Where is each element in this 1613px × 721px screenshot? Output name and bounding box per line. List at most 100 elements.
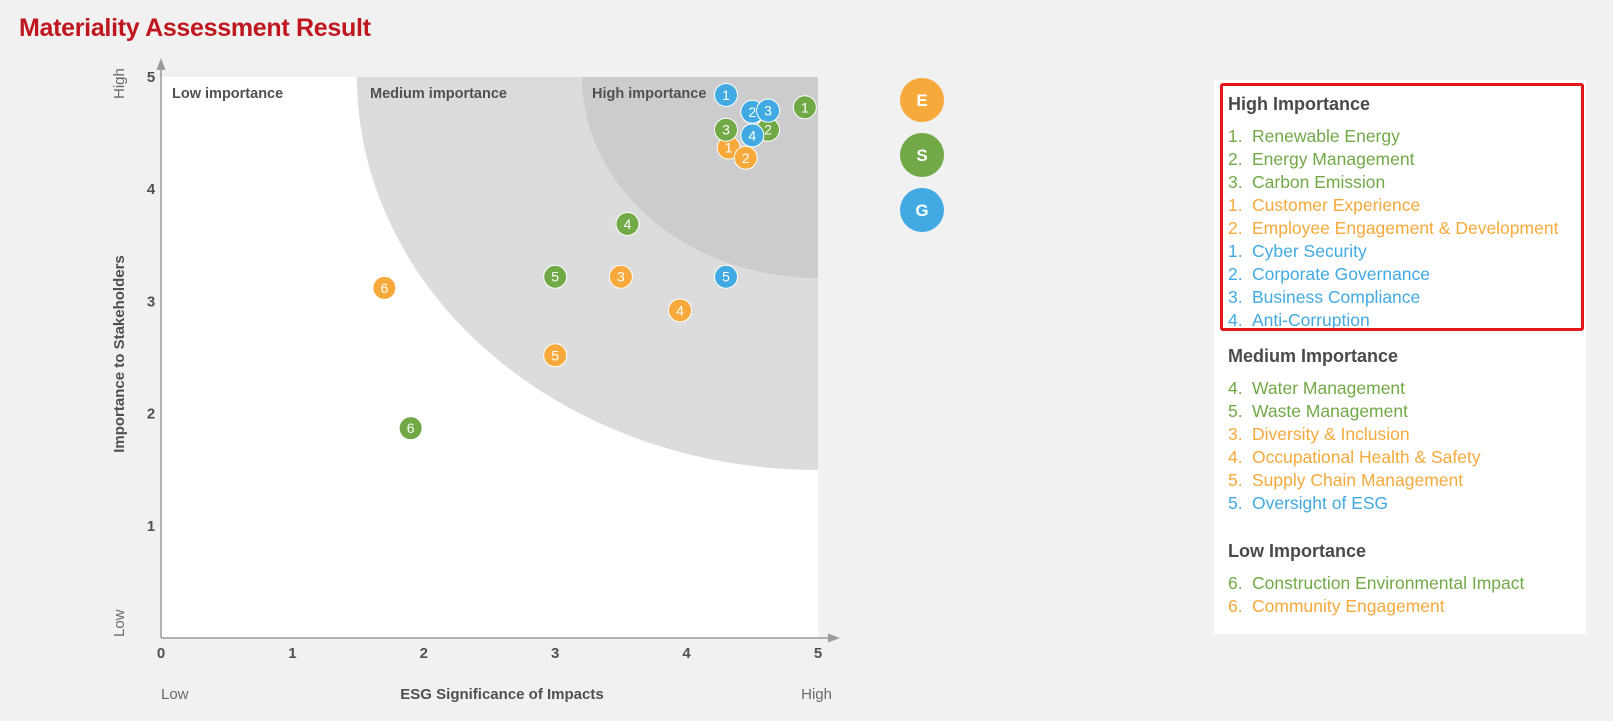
point-label: 5 — [722, 269, 730, 285]
legend-item-number: 6. — [1228, 596, 1243, 616]
legend-item-text: Water Management — [1252, 378, 1406, 398]
legend-item-text: Occupational Health & Safety — [1252, 447, 1481, 467]
y-tick-label: 4 — [147, 181, 156, 198]
legend-item-number: 3. — [1228, 287, 1243, 307]
legend-item-list: 4. Water Management 5. Waste Management 3. Di… — [1228, 377, 1578, 515]
category-key-e — [900, 78, 944, 122]
point-marker — [714, 264, 739, 289]
category-key-label: G — [915, 201, 928, 220]
point-g-4: 4 — [740, 123, 765, 148]
legend-section-high: High Importance 1. Renewable Energy 2. Energ… — [1228, 92, 1578, 332]
legend-item-number: 1. — [1228, 126, 1243, 146]
region-label-high: High importance — [592, 86, 706, 102]
legend-item: 2. Corporate Governance — [1228, 263, 1578, 286]
legend-item-text: Oversight of ESG — [1252, 493, 1389, 513]
y-tick-label: 5 — [147, 69, 155, 86]
point-label: 3 — [722, 122, 730, 138]
point-label: 2 — [748, 104, 756, 120]
point-s-6: 6 — [398, 416, 423, 441]
category-key-s — [900, 133, 944, 177]
legend-item-list: 1. Renewable Energy 2. Energy Management 3. C… — [1228, 125, 1578, 332]
legend-item: 1. Customer Experience — [1228, 194, 1578, 217]
x-axis-title: ESG Significance of Impacts — [400, 686, 603, 703]
point-label: 5 — [551, 269, 559, 285]
legend-item: 4. Water Management — [1228, 377, 1578, 400]
legend-item: 2. Energy Management — [1228, 148, 1578, 171]
legend-item-number: 1. — [1228, 195, 1243, 215]
legend-item: 4. Anti-Corruption — [1228, 309, 1578, 332]
legend-item: 4. Occupational Health & Safety — [1228, 446, 1578, 469]
legend-item-text: Construction Environmental Impact — [1252, 573, 1525, 593]
high-importance-highlight-box — [1220, 83, 1584, 331]
legend-item: 1. Cyber Security — [1228, 240, 1578, 263]
legend-section-title: Low Importance — [1228, 541, 1367, 561]
point-marker — [398, 416, 423, 441]
legend-item-number: 4. — [1228, 310, 1243, 330]
point-marker — [756, 98, 781, 123]
legend-item-text: Diversity & Inclusion — [1252, 424, 1410, 444]
point-label: 6 — [407, 420, 415, 436]
legend-item-number: 5. — [1228, 401, 1243, 421]
point-g-5: 5 — [714, 264, 739, 289]
point-marker — [372, 275, 397, 300]
legend-item-text: Anti-Corruption — [1252, 310, 1370, 330]
legend-item-text: Cyber Security — [1252, 241, 1367, 261]
legend-item: 3. Diversity & Inclusion — [1228, 423, 1578, 446]
point-marker — [740, 123, 765, 148]
region-label-medium: Medium importance — [370, 86, 507, 102]
x-tick-label: 1 — [288, 645, 296, 662]
x-tick-label: 4 — [682, 645, 691, 662]
point-marker — [714, 117, 739, 142]
legend-item-text: Community Engagement — [1252, 596, 1445, 616]
x-axis-arrow-icon — [828, 633, 840, 643]
category-key-g — [900, 188, 944, 232]
legend-item-number: 4. — [1228, 378, 1243, 398]
point-s-1: 1 — [792, 95, 817, 120]
legend-item-text: Employee Engagement & Development — [1252, 218, 1559, 238]
legend-item-number: 4. — [1228, 447, 1243, 467]
legend-item-number: 2. — [1228, 149, 1243, 169]
y-axis-title: Importance to Stakeholders — [111, 255, 128, 453]
x-low-label: Low — [161, 686, 189, 703]
category-key-label: S — [916, 146, 927, 165]
y-tick-label: 1 — [147, 518, 155, 535]
legend-item: 2. Employee Engagement & Development — [1228, 217, 1578, 240]
legend-item-text: Carbon Emission — [1252, 172, 1386, 192]
category-key-label: E — [916, 91, 927, 110]
point-label: 2 — [764, 122, 772, 138]
x-tick-label: 5 — [814, 645, 822, 662]
legend-item-text: Business Compliance — [1252, 287, 1421, 307]
point-s-5: 5 — [543, 264, 568, 289]
point-marker — [615, 211, 640, 236]
legend-item: 5. Oversight of ESG — [1228, 492, 1578, 515]
legend-section-title: High Importance — [1228, 94, 1371, 114]
point-marker — [543, 343, 568, 368]
legend-panel: High Importance 1. Renewable Energy 2. Energ… — [1214, 80, 1586, 634]
point-marker — [792, 95, 817, 120]
point-g-3: 3 — [756, 98, 781, 123]
point-marker — [668, 298, 693, 323]
point-label: 3 — [764, 103, 772, 119]
legend-item: 3. Business Compliance — [1228, 286, 1578, 309]
legend-item: 1. Renewable Energy — [1228, 125, 1578, 148]
point-label: 4 — [676, 302, 684, 318]
legend-item-text: Renewable Energy — [1252, 126, 1400, 146]
legend-item-text: Supply Chain Management — [1252, 470, 1464, 490]
point-label: 5 — [551, 347, 559, 363]
x-high-label: High — [801, 686, 832, 703]
point-g-1: 1 — [714, 82, 739, 107]
legend-section-title: Medium Importance — [1228, 346, 1399, 366]
legend-item-list: 6. Construction Environmental Impact 6. Com… — [1228, 572, 1578, 618]
legend-item-number: 5. — [1228, 493, 1243, 513]
legend-item: 3. Carbon Emission — [1228, 171, 1578, 194]
y-tick-label: 3 — [147, 293, 155, 310]
point-label: 1 — [725, 140, 733, 156]
point-s-3: 3 — [714, 117, 739, 142]
legend-item-text: Corporate Governance — [1252, 264, 1431, 284]
legend-item-number: 3. — [1228, 172, 1243, 192]
legend-item-text: Customer Experience — [1252, 195, 1421, 215]
legend-item-number: 5. — [1228, 470, 1243, 490]
point-label: 6 — [380, 280, 388, 296]
point-e-5: 5 — [543, 343, 568, 368]
legend-item-number: 2. — [1228, 218, 1243, 238]
